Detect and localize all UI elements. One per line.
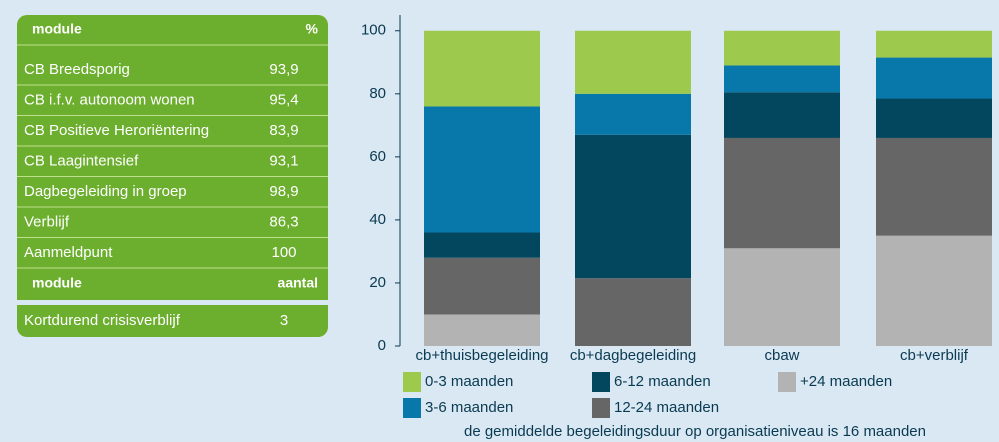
bar-segment xyxy=(876,30,992,58)
bar-segment xyxy=(724,30,840,66)
y-tick-label: 20 xyxy=(369,274,386,291)
table-cell: 93,1 xyxy=(269,152,298,169)
legend-swatch xyxy=(403,372,421,392)
table-cell: 86,3 xyxy=(269,213,298,230)
bar-segment xyxy=(575,278,691,346)
table-gap xyxy=(17,300,328,305)
bar-segment xyxy=(424,314,540,346)
table-header: module xyxy=(32,275,82,291)
bar-segment xyxy=(575,30,691,94)
bar-segment xyxy=(876,137,992,236)
bar-segment xyxy=(424,30,540,107)
table-cell: 83,9 xyxy=(269,122,298,139)
legend-swatch xyxy=(592,398,610,418)
bar-segment xyxy=(876,98,992,138)
bar-segment xyxy=(724,137,840,249)
table-header: % xyxy=(306,21,319,37)
table-cell: CB Positieve Heroriëntering xyxy=(24,122,209,139)
bar-segment xyxy=(724,248,840,346)
legend-swatch xyxy=(592,372,610,392)
module-table: module % CB Breedsporig 93,9 CB i.f.v. auton… xyxy=(17,15,328,337)
legend-swatch xyxy=(403,398,421,418)
legend-label: 12-24 maanden xyxy=(614,399,719,416)
table-cell: 3 xyxy=(280,312,288,329)
legend-label: 0-3 maanden xyxy=(425,373,513,390)
legend-label: +24 maanden xyxy=(800,373,892,390)
legend-swatch xyxy=(778,372,796,392)
legend-label: 3-6 maanden xyxy=(425,399,513,416)
bar-segment xyxy=(575,93,691,135)
chart-note: de gemiddelde begeleidingsduur op organi… xyxy=(464,423,926,440)
table-cell: 93,9 xyxy=(269,61,298,78)
table-cell: Aanmeldpunt xyxy=(24,244,113,261)
table-cell: CB Laagintensief xyxy=(24,152,139,169)
x-tick-label: cb+thuisbegeleiding xyxy=(415,347,548,364)
bar-segment xyxy=(424,232,540,258)
table-cell: 100 xyxy=(271,244,296,261)
bar-segment xyxy=(575,134,691,279)
y-tick-label: 40 xyxy=(369,211,386,228)
table-cell: 95,4 xyxy=(269,91,298,108)
table-cell: Dagbegeleiding in groep xyxy=(24,183,187,200)
table-cell: 98,9 xyxy=(269,183,298,200)
bar-segment xyxy=(424,257,540,315)
bar-segment xyxy=(724,65,840,93)
bar-segment xyxy=(876,57,992,99)
bar-segment xyxy=(724,92,840,138)
y-tick-label: 0 xyxy=(378,337,386,354)
y-tick-label: 80 xyxy=(369,85,386,102)
legend-label: 6-12 maanden xyxy=(614,373,711,390)
x-tick-label: cb+dagbegeleiding xyxy=(570,347,696,364)
table-cell: CB i.f.v. autonoom wonen xyxy=(24,91,195,108)
bar-segment xyxy=(424,106,540,233)
bar-segment xyxy=(876,235,992,346)
table-header: module xyxy=(32,21,82,37)
y-tick-label: 60 xyxy=(369,148,386,165)
x-tick-label: cb+verblijf xyxy=(900,347,969,364)
table-cell: Verblijf xyxy=(24,213,70,230)
table-cell: CB Breedsporig xyxy=(24,61,130,78)
x-tick-label: cbaw xyxy=(764,347,799,364)
y-tick-label: 100 xyxy=(361,22,386,39)
table-cell: Kortdurend crisisverblijf xyxy=(24,312,181,329)
table-header: aantal xyxy=(278,275,318,291)
